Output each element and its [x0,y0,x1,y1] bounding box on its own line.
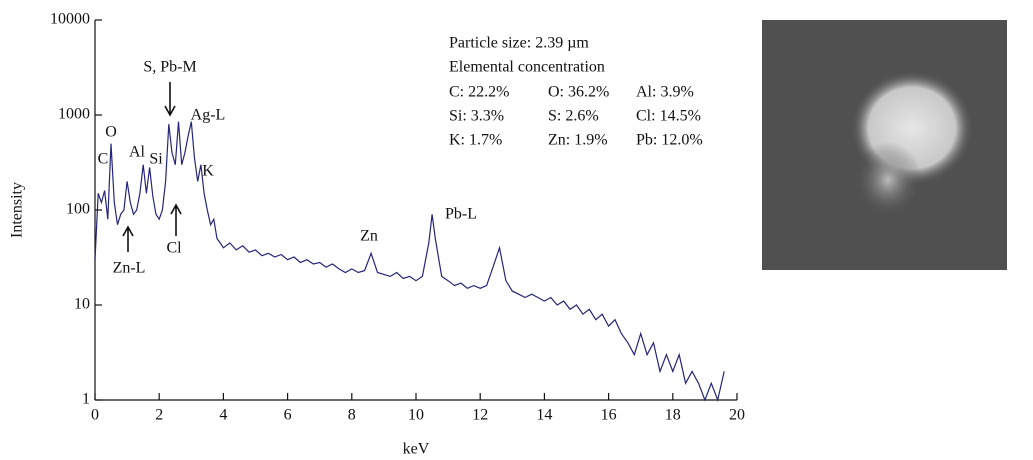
x-tick-label: 2 [155,407,163,424]
x-tick-label: 16 [601,407,617,424]
peak-label: Al [129,144,146,161]
arrow [170,203,182,236]
concentration: C: 22.2% [449,84,509,101]
y-axis-label: Intensity [9,182,26,238]
y-tick-label: 1 [82,391,90,408]
y-tick-label: 1000 [58,106,90,123]
x-tick-label: 8 [348,407,356,424]
y-tick-label: 10 [74,296,90,313]
x-tick-label: 12 [472,407,488,424]
peak-label: K [202,163,214,180]
concentration: Cl: 14.5% [636,108,701,125]
concentration: Pb: 12.0% [636,132,703,149]
x-tick-label: 6 [284,407,292,424]
peak-label: O [105,124,117,141]
arrow [122,225,134,252]
concentration: S: 2.6% [548,108,599,125]
concentration: Al: 3.9% [636,84,694,101]
sem-image [762,20,1007,270]
peak-label: Pb-L [445,206,477,223]
y-tick-label: 100 [66,201,90,218]
concentration: Si: 3.3% [449,108,504,125]
x-tick-label: 10 [408,407,424,424]
concentration: Zn: 1.9% [548,132,608,149]
x-tick-label: 4 [219,407,227,424]
peak-label: Si [149,151,163,168]
particle-size: Particle size: 2.39 µm [449,35,589,52]
peak-label: Zn-L [113,260,146,277]
x-tick-label: 14 [536,407,552,424]
concentration: K: 1.7% [449,132,502,149]
arrow [164,82,176,117]
peak-label: S, Pb-M [143,59,196,76]
spectrum-line [94,121,725,403]
concentration-heading: Elemental concentration [449,59,605,76]
x-tick-label: 20 [729,407,745,424]
x-tick-label: 0 [91,407,99,424]
peak-label: C [98,151,109,168]
peak-label: Ag-L [191,107,226,124]
peak-label: Cl [166,240,182,257]
peak-label: Zn [360,228,378,245]
x-tick-label: 18 [665,407,681,424]
x-axis-label: keV [403,441,430,458]
concentration: O: 36.2% [548,84,609,101]
y-tick-label: 10000 [50,11,90,28]
